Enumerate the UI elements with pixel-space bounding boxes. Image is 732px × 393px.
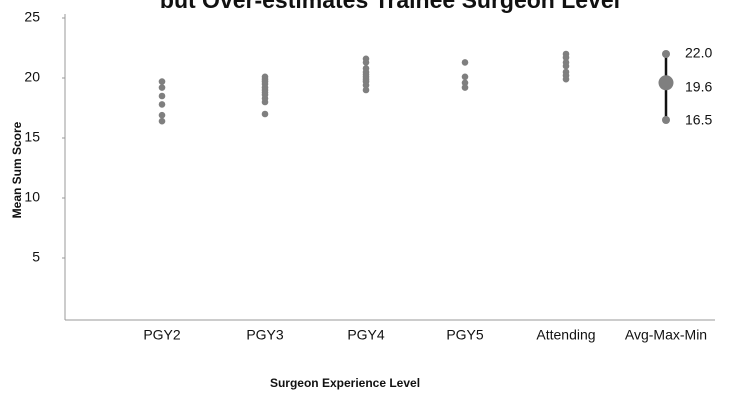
data-point [362, 81, 370, 89]
data-point [158, 101, 166, 108]
data-point [362, 86, 370, 94]
average-point [658, 75, 674, 91]
data-point [562, 62, 570, 70]
range-end [662, 50, 670, 58]
data-point [461, 73, 469, 81]
data-point [261, 98, 269, 106]
x-tick-label: PGY5 [446, 327, 484, 343]
x-tick-label: Avg-Max-Min [625, 327, 707, 343]
data-point [158, 117, 166, 125]
y-tick-label: 10 [24, 189, 40, 205]
value-label: 19.6 [685, 79, 712, 95]
data-point [461, 59, 469, 66]
data-point [562, 75, 570, 83]
y-tick-label: 25 [24, 9, 40, 25]
x-tick-label: PGY2 [143, 327, 181, 343]
data-point [461, 79, 469, 87]
x-tick-label: Attending [536, 327, 595, 343]
x-axis-label: Surgeon Experience Level [270, 376, 420, 390]
data-point [158, 78, 166, 85]
y-tick-label: 5 [32, 249, 40, 265]
data-point [261, 110, 269, 118]
y-axis-label: Mean Sum Score [10, 121, 24, 218]
data-point [158, 92, 166, 100]
value-label: 22.0 [685, 45, 712, 61]
y-tick-label: 20 [24, 69, 40, 85]
value-label: 16.5 [685, 112, 712, 128]
data-point [461, 84, 469, 91]
y-tick-label: 15 [24, 129, 40, 145]
x-tick-label: PGY3 [246, 327, 284, 343]
data-point [158, 84, 166, 91]
data-point [362, 59, 370, 66]
data-point [158, 111, 166, 119]
x-tick-label: PGY4 [347, 327, 385, 343]
range-end [662, 116, 670, 124]
chart-title: but Over-estimates Trainee Surgeon Level [160, 0, 620, 13]
data-point [562, 54, 570, 61]
